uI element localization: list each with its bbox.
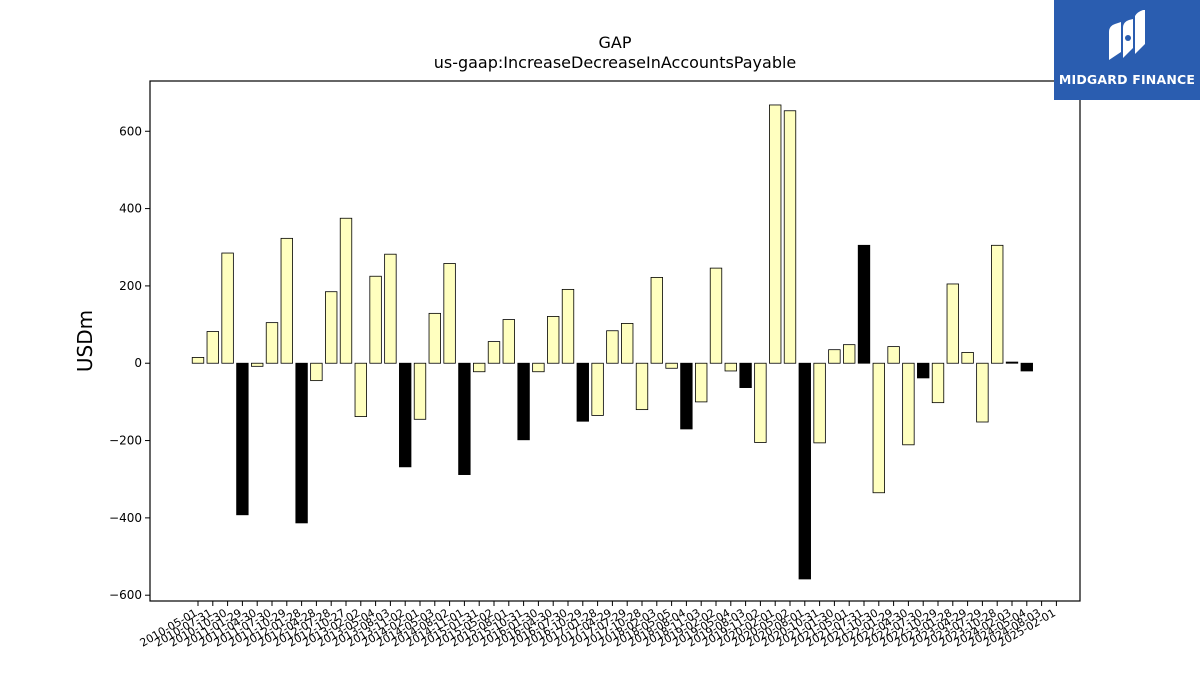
bar-2011-01-29: [236, 362, 249, 516]
y-tick-label: −200: [109, 434, 142, 448]
chart-subtitle: us-gaap:IncreaseDecreaseInAccountsPayabl…: [434, 53, 797, 72]
bar-2016-10-29: [576, 362, 589, 422]
bar-2023-07-29: [976, 362, 989, 423]
y-tick-label: −600: [109, 588, 142, 602]
bar-2016-07-30: [561, 288, 575, 364]
y-tick-label: 200: [119, 279, 142, 293]
y-axis-ticks: −600 −400 −200 0 200 400 600: [109, 124, 150, 602]
bar-2015-08-01: [502, 319, 515, 364]
bar-2021-01-30: [828, 349, 841, 364]
y-tick-label: 0: [134, 356, 142, 370]
bar-2019-11-02: [754, 362, 767, 443]
bar-2012-07-28: [325, 291, 338, 364]
bar-2013-02-02: [354, 362, 367, 417]
bar-2021-07-31: [857, 244, 871, 364]
chart-title: GAP: [599, 33, 632, 52]
bar-2013-05-04: [369, 275, 382, 364]
bar-2024-05-04: [1020, 362, 1033, 372]
bar-2012-01-28: [295, 362, 308, 524]
bar-2019-02-02: [709, 267, 723, 364]
bar-2015-05-02: [487, 341, 501, 364]
bar-2020-10-31: [813, 362, 826, 444]
bar-2023-10-28: [991, 244, 1004, 364]
bar-2024-02-03: [1005, 361, 1019, 364]
bar-2021-05-01: [843, 344, 856, 364]
bar-2017-01-28: [591, 362, 604, 416]
plot-frame: [149, 80, 1081, 602]
bar-2011-04-30: [251, 362, 264, 367]
bar-2017-04-29: [606, 330, 619, 364]
midgard-logo-icon: [1109, 10, 1145, 60]
bar-2015-01-31: [473, 362, 486, 373]
bar-2017-07-29: [621, 323, 634, 364]
bar-2022-04-30: [902, 362, 915, 446]
bar-2020-05-02: [783, 110, 797, 364]
bar-2014-05-03: [428, 312, 441, 364]
bar-2016-04-30: [547, 316, 560, 364]
bar-2019-05-04: [724, 362, 737, 372]
bar-2010-10-30: [221, 252, 234, 364]
bar-2012-04-28: [310, 362, 323, 382]
y-tick-label: −400: [109, 511, 142, 525]
bar-2012-10-27: [339, 217, 353, 364]
x-axis-ticks: 2010-05-012010-07-312010-10-302011-01-29…: [138, 601, 1058, 650]
bar-2023-01-28: [946, 283, 959, 364]
bar-2020-08-01: [798, 362, 811, 580]
bar-2020-02-01: [769, 104, 782, 364]
bar-2019-08-03: [739, 362, 752, 388]
bars-group: [191, 104, 1033, 580]
bar-2018-08-04: [680, 362, 693, 430]
bar-2015-10-31: [517, 362, 530, 441]
bar-2018-05-05: [665, 362, 678, 369]
bar-2010-07-31: [206, 331, 219, 364]
bar-2016-01-30: [532, 362, 545, 373]
bar-2022-07-30: [917, 362, 930, 379]
bar-2014-11-01: [458, 362, 471, 475]
bar-2013-08-03: [384, 253, 397, 364]
bar-2022-10-29: [931, 362, 945, 404]
bar-2018-02-03: [650, 276, 663, 364]
bar-2022-01-29: [887, 346, 900, 364]
bar-2023-04-29: [961, 352, 974, 364]
y-axis-label: USDm: [73, 310, 97, 372]
bar-2010-05-01: [191, 357, 205, 364]
bar-2011-07-30: [265, 322, 279, 364]
bar-2013-11-02: [399, 362, 412, 468]
bar-2014-08-02: [443, 263, 456, 364]
bar-2018-11-03: [695, 362, 708, 403]
y-tick-label: 600: [119, 124, 142, 138]
bar-2011-10-29: [280, 237, 293, 364]
y-tick-label: 400: [119, 202, 142, 216]
bar-2014-02-01: [413, 362, 427, 420]
bar-2021-10-30: [872, 362, 885, 494]
bar-2017-10-28: [635, 362, 649, 411]
brand-name: MIDGARD FINANCE: [1058, 72, 1196, 87]
brand-logo: MIDGARD FINANCE: [1054, 0, 1200, 100]
